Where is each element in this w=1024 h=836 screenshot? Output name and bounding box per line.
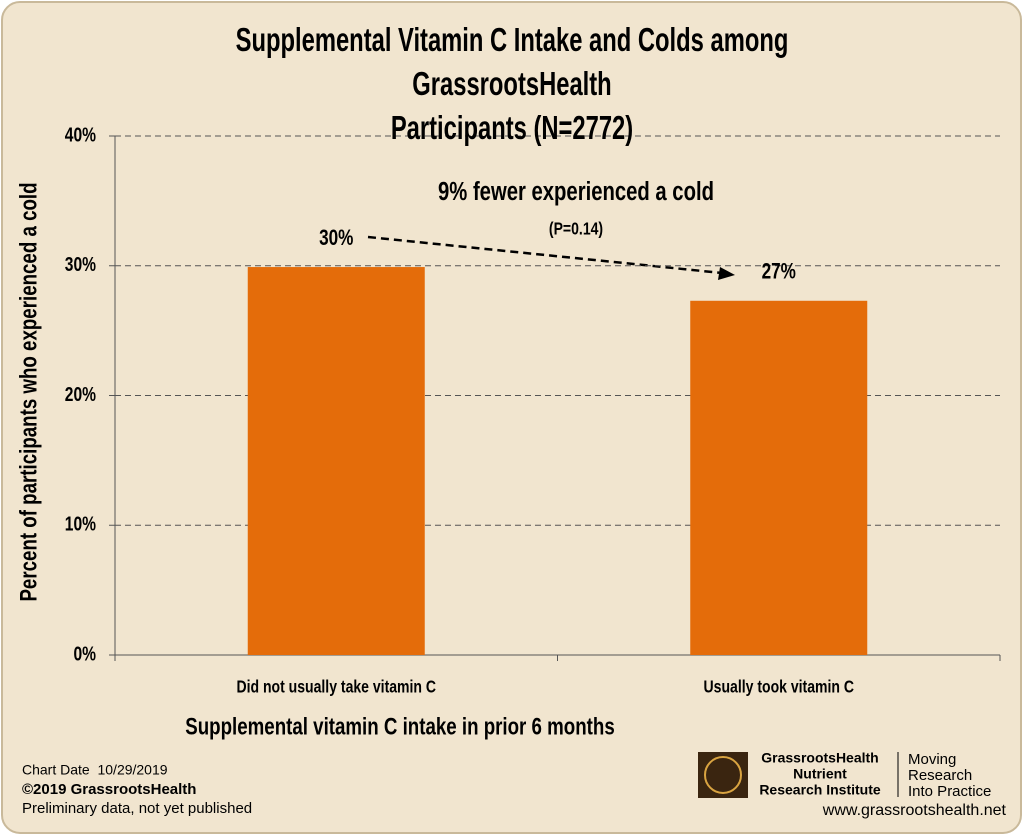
logo-image xyxy=(698,752,748,798)
bar xyxy=(247,267,425,655)
annotation-arrow xyxy=(367,235,735,280)
y-tick-label: 30% xyxy=(65,253,96,275)
logo-figure xyxy=(704,756,742,794)
chart-date: Chart Date 10/29/2019 xyxy=(22,762,168,778)
bar xyxy=(690,300,868,655)
annotation: (P=0.14) xyxy=(549,219,603,239)
logo-text: Research Institute xyxy=(759,782,881,798)
logo-text: Nutrient xyxy=(793,766,847,782)
data-label: 27% xyxy=(762,260,797,285)
x-axis-label: Supplemental vitamin C intake in prior 6… xyxy=(185,713,614,740)
x-tick-label: Usually took vitamin C xyxy=(704,677,855,697)
data-label: 30% xyxy=(319,226,354,251)
tagline: Research xyxy=(908,767,972,784)
tagline: Moving xyxy=(908,751,956,768)
chart-title: Supplemental Vitamin C Intake and Colds … xyxy=(235,21,789,146)
note: Preliminary data, not yet published xyxy=(22,800,252,817)
copyright: ©2019 GrassrootsHealth xyxy=(22,781,196,798)
footer: Chart Date 10/29/2019 ©2019 GrassrootsHe… xyxy=(22,750,1007,820)
url: www.grassrootshealth.net xyxy=(822,802,1007,819)
logo-text: GrassrootsHealth xyxy=(761,750,878,766)
annotation: 9% fewer experienced a cold xyxy=(438,176,714,205)
y-tick-label: 10% xyxy=(65,513,96,535)
x-tick-label: Did not usually take vitamin C xyxy=(236,677,436,697)
y-tick-label: 40% xyxy=(65,123,96,145)
tagline: Into Practice xyxy=(908,783,991,800)
y-axis-label: Percent of participants who experienced … xyxy=(15,182,42,601)
y-tick-label: 0% xyxy=(73,642,96,664)
y-tick-label: 20% xyxy=(65,383,96,405)
